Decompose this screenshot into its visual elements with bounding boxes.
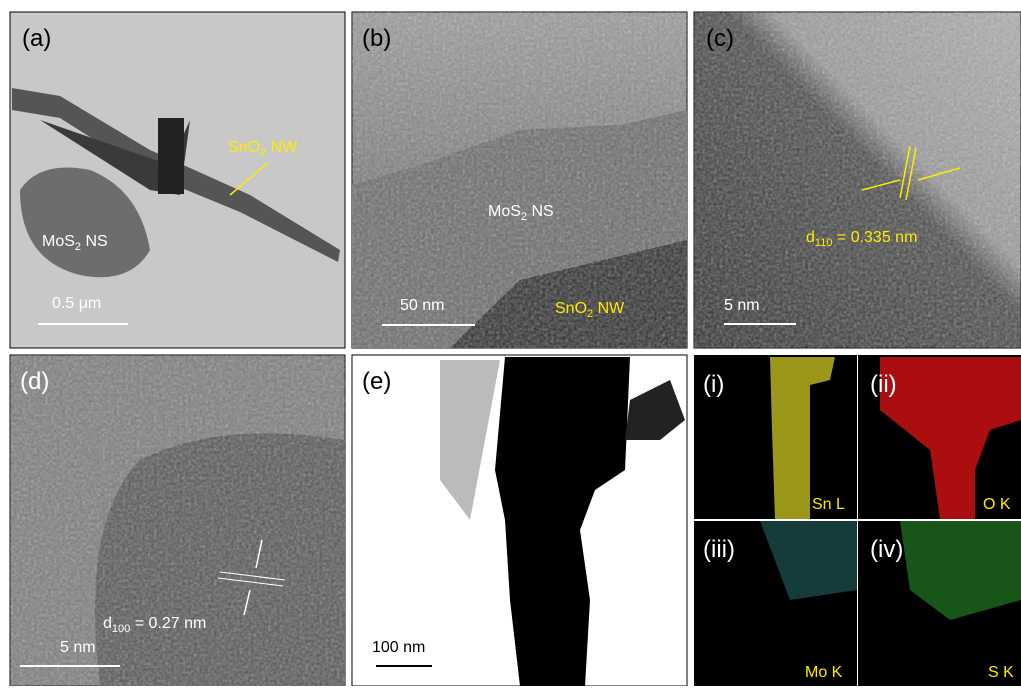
text: NW xyxy=(593,300,625,317)
panel-e: (e) 100 nm xyxy=(352,355,687,686)
panel-a: (a) SnO2 NW MoS2 NS 0.5 μm xyxy=(10,12,345,348)
text: d xyxy=(103,615,112,632)
scale-label: 50 nm xyxy=(400,297,444,314)
text: MoS xyxy=(42,233,75,250)
panel-label: (e) xyxy=(362,368,391,395)
scale-label: 5 nm xyxy=(60,639,96,656)
panel-b: (b) MoS2 NS SnO2 NW 50 nm xyxy=(352,12,687,348)
panel-label: (c) xyxy=(706,25,734,52)
subscript: 100 xyxy=(112,623,130,635)
text: NW xyxy=(266,139,298,156)
scale-label: 0.5 μm xyxy=(52,295,101,312)
page: (a) SnO2 NW MoS2 NS 0.5 μm (b) MoS2 NS S… xyxy=(0,0,1021,691)
text: NS xyxy=(81,233,108,250)
text: NS xyxy=(527,203,554,220)
subscript: 110 xyxy=(815,237,833,249)
panel-label: (i) xyxy=(703,371,724,398)
text: = 0.27 nm xyxy=(130,615,206,632)
text: SnO xyxy=(228,139,260,156)
panel-label: (d) xyxy=(20,368,49,395)
scale-label: 100 nm xyxy=(372,639,425,656)
panel-label: (ii) xyxy=(870,371,897,398)
element-label: S K xyxy=(988,664,1014,681)
eds-maps: (i) Sn L (ii) O K (iii) Mo K (iv) S K xyxy=(694,355,1021,686)
panel-label: (a) xyxy=(22,25,51,52)
text: d xyxy=(806,229,815,246)
element-label: Sn L xyxy=(812,496,845,513)
texture xyxy=(10,355,345,686)
element-label: O K xyxy=(983,496,1011,513)
panel-label: (b) xyxy=(362,25,391,52)
panel-label: (iii) xyxy=(703,536,735,563)
text: MoS xyxy=(488,203,521,220)
scale-label: 5 nm xyxy=(724,297,760,314)
text: SnO xyxy=(555,300,587,317)
panel-d: (d) d100 = 0.27 nm 5 nm xyxy=(10,355,345,686)
text: = 0.335 nm xyxy=(832,229,917,246)
crystal xyxy=(158,118,184,194)
element-label: Mo K xyxy=(805,664,843,681)
panel-c: (c) d110 = 0.335 nm 5 nm xyxy=(694,12,1021,348)
panel-label: (iv) xyxy=(870,536,903,563)
figure: (a) SnO2 NW MoS2 NS 0.5 μm (b) MoS2 NS S… xyxy=(0,0,1021,686)
